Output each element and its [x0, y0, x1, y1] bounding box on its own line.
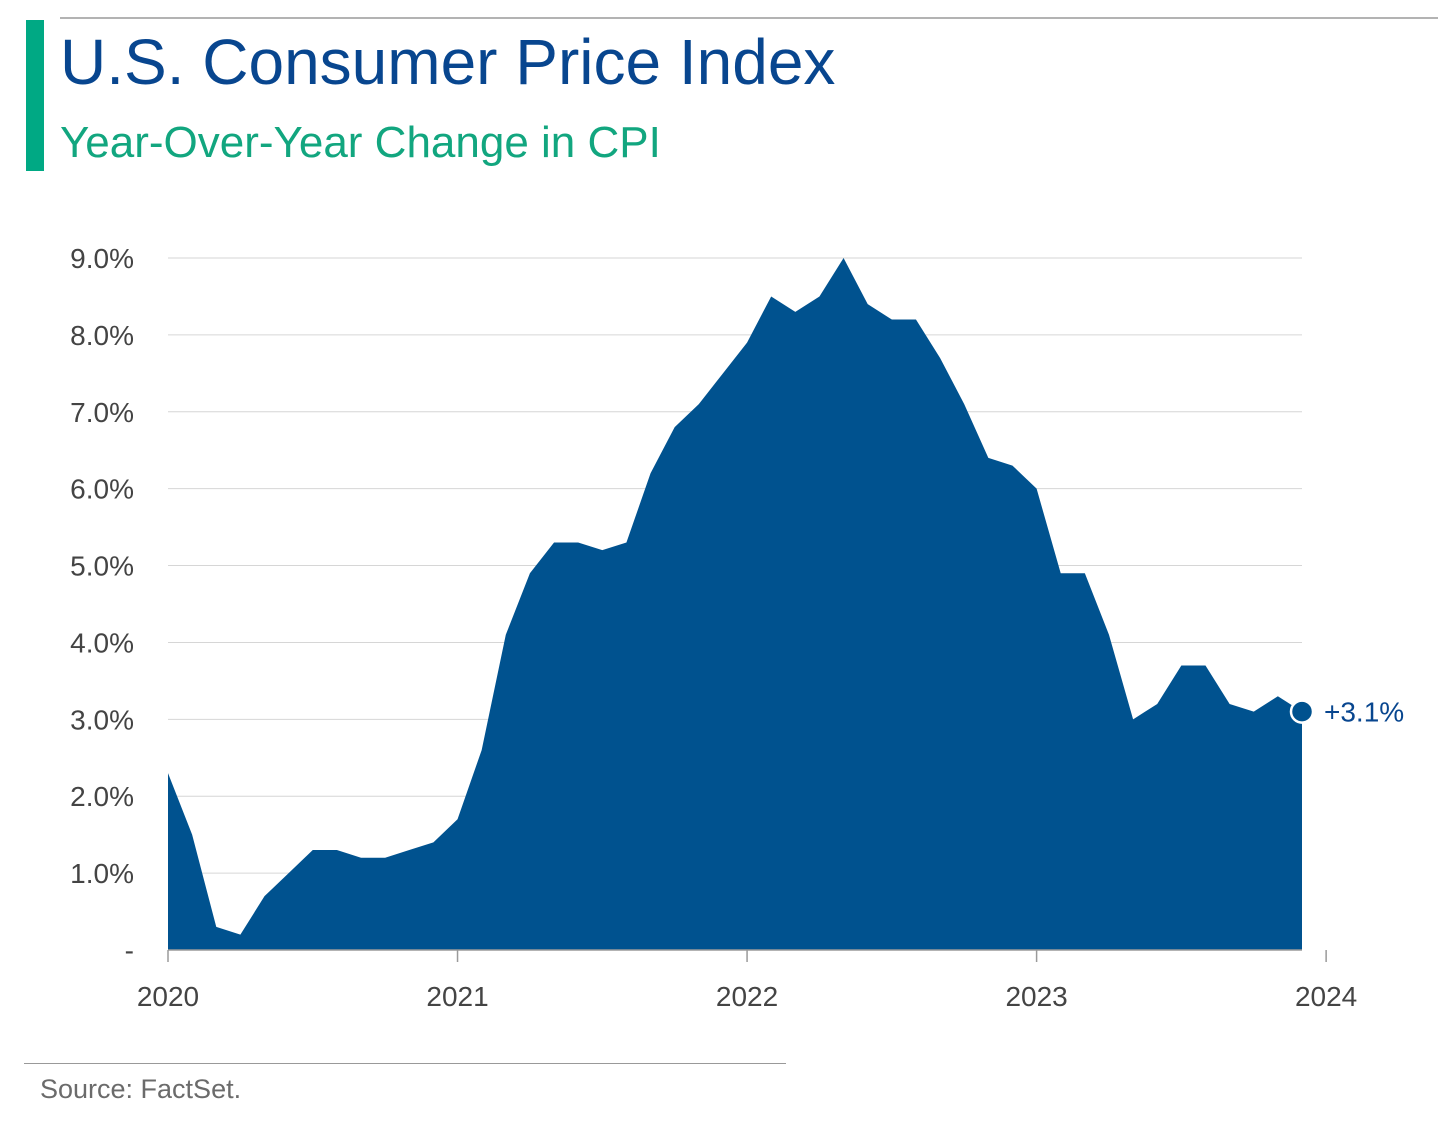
y-tick-label: 5.0% [70, 551, 134, 582]
latest-value-label: +3.1% [1324, 697, 1404, 728]
end-marker-layer: +3.1% [1289, 697, 1404, 728]
y-tick-label: 3.0% [70, 704, 134, 735]
x-axis [167, 949, 1327, 962]
source-note: Source: FactSet. [40, 1074, 242, 1104]
area-layer [167, 257, 1303, 950]
title-accent-bar [26, 20, 44, 171]
footer-divider [24, 1063, 786, 1064]
y-tick-label: 7.0% [70, 397, 134, 428]
y-tick-label: - [125, 935, 134, 966]
chart-subtitle: Year-Over-Year Change in CPI [60, 118, 661, 167]
x-tick-label: 2021 [426, 981, 488, 1012]
top-divider [60, 17, 1438, 19]
y-tick-label: 1.0% [70, 858, 134, 889]
latest-value-marker [1289, 699, 1315, 724]
axis-labels: - 1.0% 2.0% 3.0% 4.0% 5.0% 6.0% 7.0% 8.0% 9.0% 202… [70, 243, 1357, 1012]
y-tick-label: 2.0% [70, 781, 134, 812]
y-tick-label: 4.0% [70, 627, 134, 658]
x-tick-label: 2023 [1005, 981, 1067, 1012]
cpi-area-series [168, 258, 1302, 950]
x-tick-label: 2024 [1295, 981, 1357, 1012]
y-tick-label: 9.0% [70, 243, 134, 274]
chart-title: U.S. Consumer Price Index [60, 26, 836, 98]
x-tick-label: 2022 [716, 981, 778, 1012]
y-tick-label: 6.0% [70, 474, 134, 505]
y-tick-label: 8.0% [70, 320, 134, 351]
x-tick-label: 2020 [137, 981, 199, 1012]
